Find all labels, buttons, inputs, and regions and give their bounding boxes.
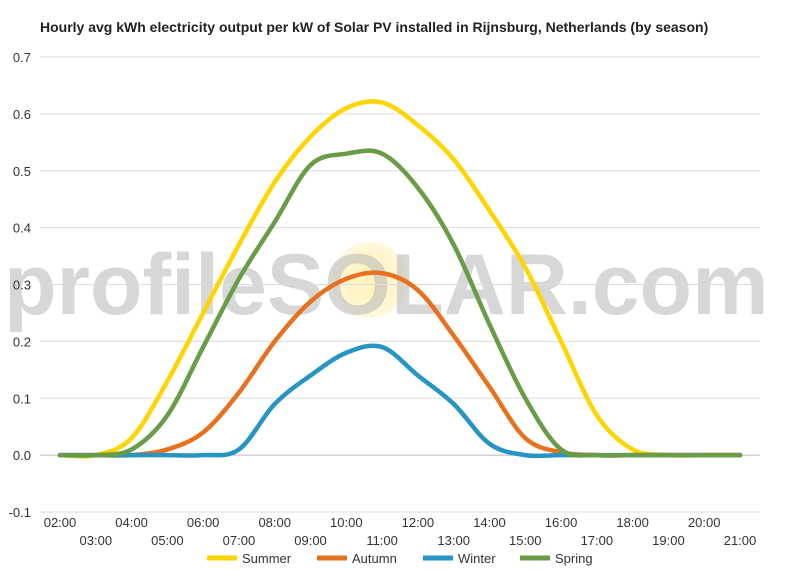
watermark-text-prefix: profile (4, 240, 267, 333)
x-tick-label: 09:00 (294, 533, 327, 548)
chart-title: Hourly avg kWh electricity output per kW… (40, 19, 709, 35)
x-tick-label: 06:00 (187, 515, 220, 530)
y-tick-label: 0.7 (13, 50, 31, 65)
legend: Summer Autumn Winter Spring (207, 551, 593, 566)
y-tick-label: 0.3 (13, 278, 31, 293)
y-tick-label: -0.1 (9, 505, 31, 520)
x-tick-label: 02:00 (44, 515, 77, 530)
x-tick-label: 08:00 (258, 515, 291, 530)
series-line-winter (57, 343, 743, 459)
x-tick-label: 14:00 (473, 515, 506, 530)
series-layer (57, 99, 743, 459)
y-tick-label: 0.0 (13, 448, 31, 463)
x-tick-label: 10:00 (330, 515, 363, 530)
x-tick-label: 18:00 (616, 515, 649, 530)
x-tick-label: 11:00 (366, 533, 398, 548)
legend-label-summer: Summer (242, 551, 292, 566)
y-tick-label: 0.6 (13, 107, 31, 122)
series-line-spring (57, 148, 743, 458)
x-tick-label: 12:00 (402, 515, 435, 530)
x-tick-label: 16:00 (545, 515, 578, 530)
legend-label-spring: Spring (555, 551, 593, 566)
x-tick-label: 05:00 (151, 533, 184, 548)
x-tick-label: 15:00 (509, 533, 542, 548)
legend-label-autumn: Autumn (352, 551, 397, 566)
y-tick-label: 0.4 (13, 221, 31, 236)
y-tick-label: 0.1 (13, 391, 31, 406)
x-tick-label: 17:00 (581, 533, 614, 548)
y-tick-label: 0.5 (13, 164, 31, 179)
grid-layer (40, 56, 760, 513)
y-tick-label: 0.2 (13, 334, 31, 349)
x-tick-label: 19:00 (652, 533, 685, 548)
x-tick-label: 04:00 (115, 515, 148, 530)
x-tick-label: 13:00 (437, 533, 470, 548)
x-axis-ticks: 02:0003:0004:0005:0006:0007:0008:0009:00… (44, 515, 757, 548)
svg-text:profileSOLAR.com: profileSOLAR.com (4, 240, 769, 333)
x-tick-label: 03:00 (80, 533, 113, 548)
series-line-summer (57, 99, 743, 459)
series-line-autumn (57, 270, 743, 458)
legend-label-winter: Winter (458, 551, 496, 566)
y-axis-ticks: 0.7 0.6 0.5 0.4 0.3 0.2 0.1 0.0 -0.1 (9, 50, 31, 520)
watermark-text-suffix: LAR.com (391, 240, 768, 333)
x-tick-label: 20:00 (688, 515, 721, 530)
profilesolar-watermark: profileSOLAR.com (4, 240, 769, 333)
watermark-sun-icon (332, 242, 408, 318)
x-tick-label: 21:00 (724, 533, 757, 548)
x-tick-label: 07:00 (223, 533, 256, 548)
